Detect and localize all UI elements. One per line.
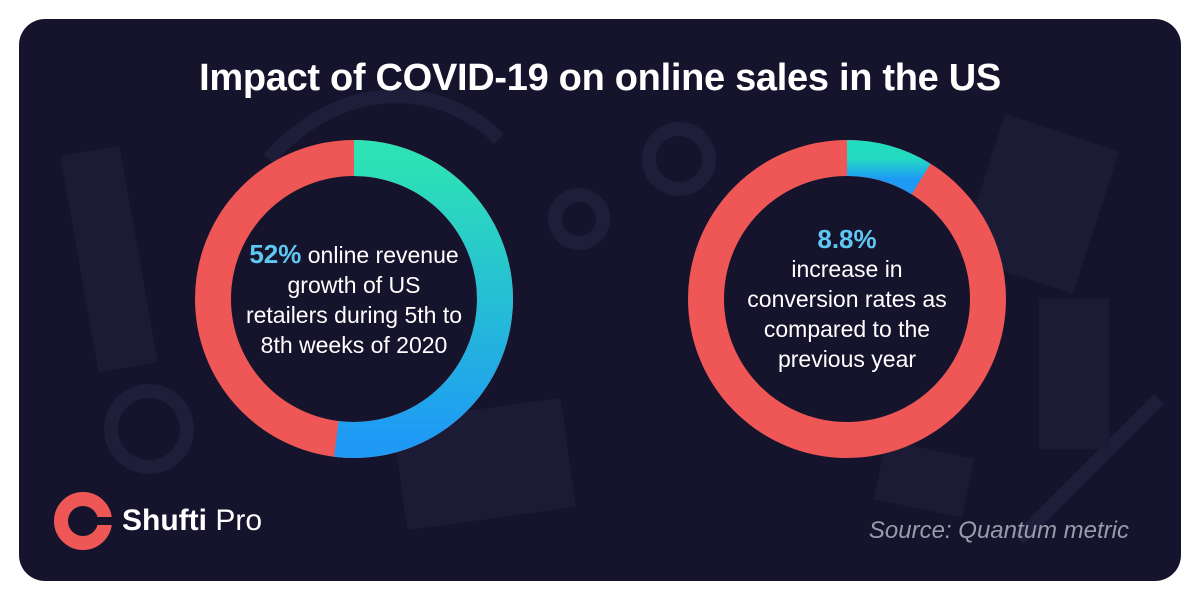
donut-value-arc xyxy=(846,140,931,195)
donut-description: online revenue growth of US retailers du… xyxy=(245,241,463,358)
donut-caption: 8.8% increase in conversion rates as com… xyxy=(737,139,957,459)
donut-value-label: 8.8% xyxy=(817,224,877,254)
brand-logo: Shufti Pro xyxy=(52,489,262,553)
donut-description: increase in conversion rates as compared… xyxy=(747,256,947,372)
infographic-card: Impact of COVID-19 on online sales in th… xyxy=(19,19,1181,581)
source-note: Source: Quantum metric xyxy=(868,517,1129,544)
brand-name: Shufti Pro xyxy=(122,504,262,538)
brand-name-light: Pro xyxy=(206,504,263,537)
donut-svg xyxy=(195,140,513,458)
donut-value-label: 52% xyxy=(249,238,302,269)
donut-caption: 52% online revenue growth of US retailer… xyxy=(244,139,464,459)
brand-name-bold: Shufti xyxy=(122,504,207,537)
donut-value-arc xyxy=(334,140,513,458)
donut-chart-conversion: 8.8% increase in conversion rates as com… xyxy=(687,139,1007,459)
background-decoration xyxy=(60,89,1164,544)
donut-svg xyxy=(688,140,1006,458)
shufti-pro-logo-icon xyxy=(54,492,114,550)
donut-chart-revenue: 52% online revenue growth of US retailer… xyxy=(194,139,514,459)
page-title: Impact of COVID-19 on online sales in th… xyxy=(199,57,1001,99)
